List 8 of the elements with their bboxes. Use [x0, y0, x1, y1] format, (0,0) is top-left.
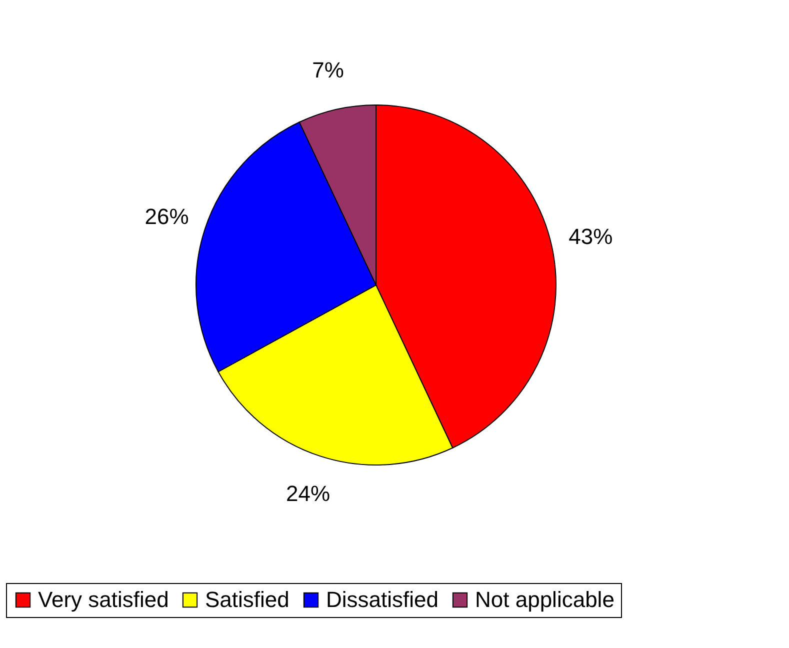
legend-label: Dissatisfied: [326, 587, 438, 612]
data-label: 7%: [312, 57, 344, 82]
legend-label: Satisfied: [205, 587, 290, 612]
data-label: 43%: [568, 224, 613, 250]
legend-label: Not applicable: [475, 587, 614, 612]
legend-label: Very satisfied: [38, 587, 169, 612]
data-label: 24%: [286, 481, 330, 506]
data-label: 26%: [144, 204, 189, 230]
